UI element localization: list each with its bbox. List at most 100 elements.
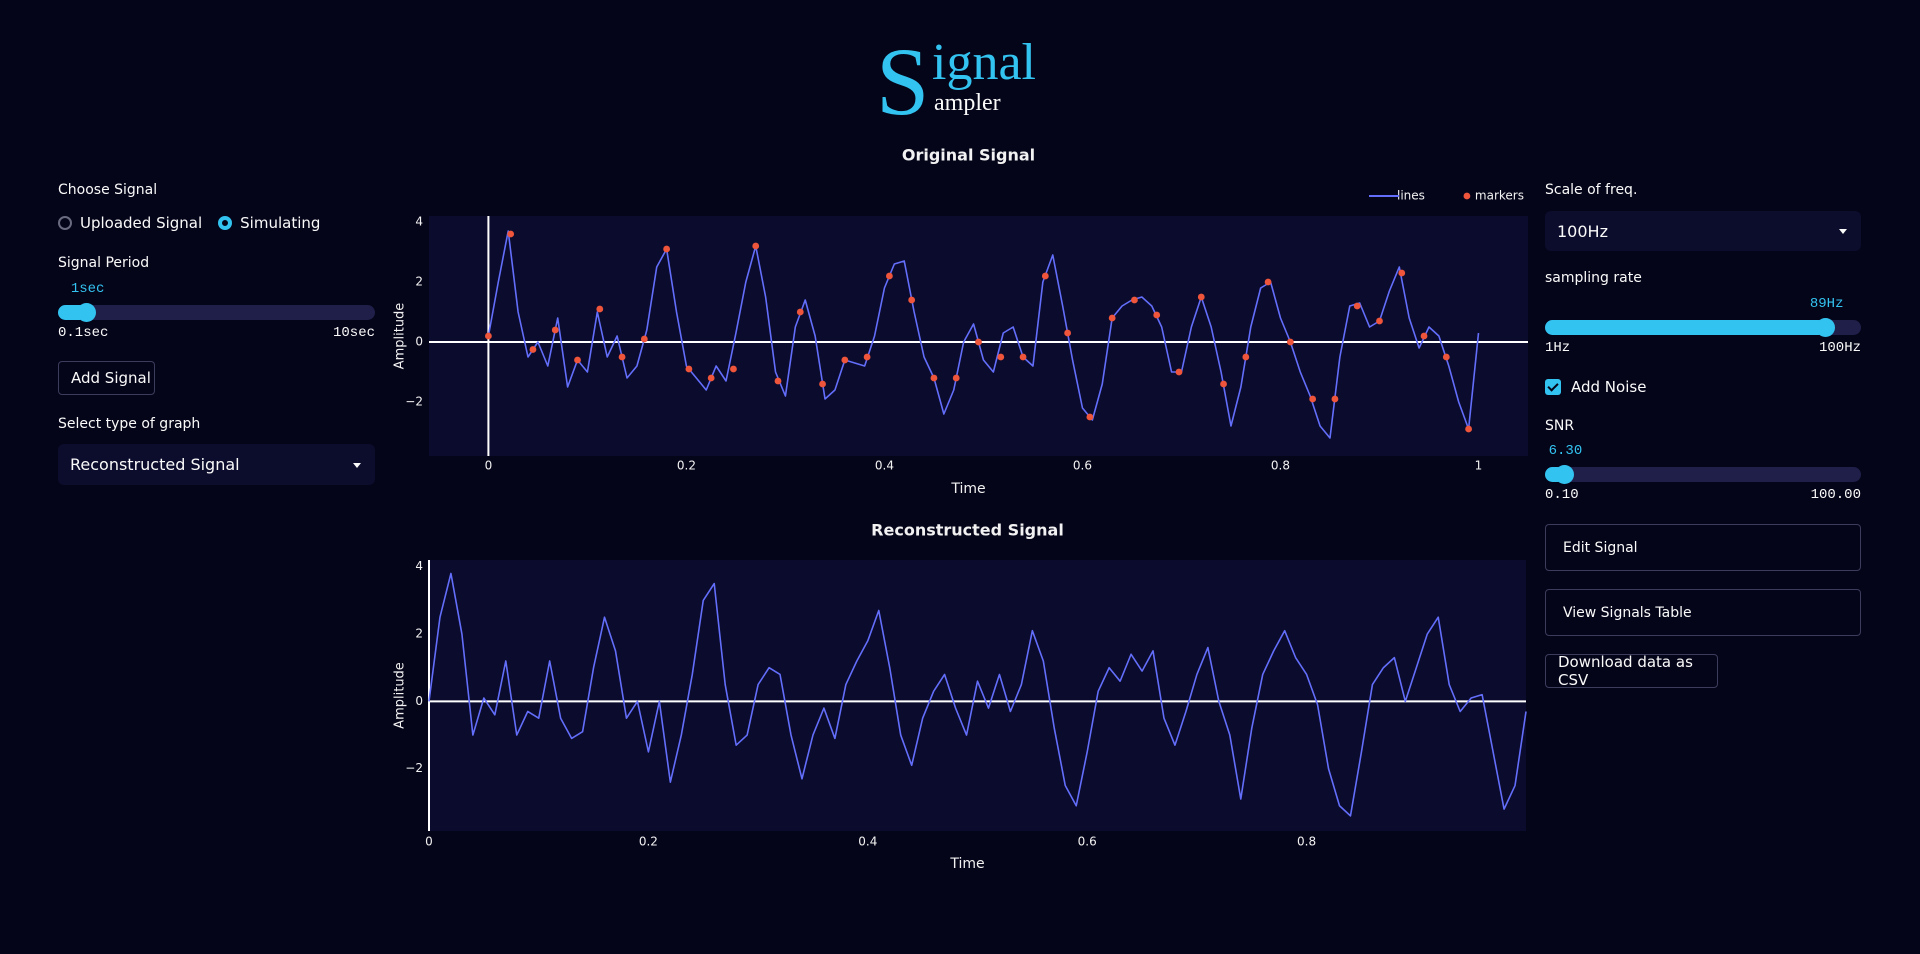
marker — [841, 356, 849, 364]
marker — [707, 374, 715, 382]
slider-max: 100.00 — [1810, 487, 1861, 503]
marker — [1286, 338, 1294, 346]
marker — [574, 356, 581, 364]
checkbox[interactable] — [1545, 379, 1561, 395]
radio-dot[interactable] — [58, 216, 72, 230]
noise-label: Add Noise — [1571, 378, 1647, 396]
x-tick-label: 0.6 — [1073, 459, 1092, 473]
view-table-button[interactable]: View Signals Table — [1545, 589, 1861, 636]
marker — [1108, 314, 1116, 322]
logo-subtitle: ampler — [934, 90, 1001, 116]
marker — [1331, 395, 1339, 403]
sampling-rate-slider[interactable]: 89Hz 1Hz 100Hz — [1545, 296, 1861, 356]
signal-line — [487, 230, 1480, 439]
marker — [1041, 272, 1049, 280]
signal-choice-label: Choose Signal — [58, 182, 158, 198]
marker — [685, 365, 693, 373]
marker — [1465, 425, 1472, 433]
marker — [774, 377, 782, 385]
marker — [529, 346, 537, 353]
marker — [596, 305, 604, 313]
freq-scale-select[interactable]: 100Hz — [1545, 211, 1861, 251]
marker — [930, 374, 938, 382]
x-tick-label: 0.2 — [677, 459, 696, 473]
marker — [819, 380, 826, 388]
graph-type-label: Select type of graph — [58, 416, 201, 432]
marker — [1220, 380, 1227, 388]
radio-label: Uploaded Signal — [80, 214, 203, 232]
x-tick-label: 0 — [485, 459, 493, 473]
marker — [1131, 296, 1138, 304]
x-tick-label: 1 — [1475, 459, 1483, 473]
y-tick-label: 4 — [415, 215, 423, 229]
marker — [1175, 368, 1183, 376]
edit-signal-button[interactable]: Edit Signal — [1545, 524, 1861, 571]
period-slider[interactable]: 1sec 0.1sec 10sec — [58, 281, 375, 341]
y-axis-label: Amplitude — [393, 662, 408, 729]
marker — [551, 326, 559, 334]
marker — [863, 353, 871, 361]
plot-area — [429, 560, 1526, 831]
slider-thumb[interactable] — [1554, 465, 1574, 484]
legend-symbol — [1463, 192, 1471, 200]
legend-label: lines — [1397, 189, 1425, 203]
logo-title: ignal — [932, 34, 1036, 91]
marker — [1086, 413, 1094, 421]
graph-type-select[interactable]: Reconstructed Signal — [58, 444, 375, 485]
radio-option[interactable]: Uploaded Signal — [58, 214, 202, 232]
add-signal-button[interactable]: Add Signal — [58, 361, 155, 395]
marker — [1442, 353, 1450, 361]
marker — [507, 230, 515, 238]
download-button[interactable]: Download data as CSV — [1545, 653, 1718, 689]
slider-max: 10sec — [332, 325, 375, 341]
x-axis-label: Time — [949, 856, 984, 872]
y-axis-label: Amplitude — [393, 303, 408, 370]
y-tick-label: 2 — [415, 275, 423, 289]
slider-fill — [1545, 320, 1826, 335]
radio-option[interactable]: Simulating — [218, 214, 320, 232]
legend-label: markers — [1475, 189, 1524, 203]
noise-checkbox[interactable]: Add Noise — [1545, 378, 1646, 396]
marker — [1420, 332, 1428, 340]
slider-value: 6.30 — [1548, 443, 1583, 459]
marker — [618, 353, 626, 361]
snr-slider[interactable]: 6.30 0.10 100.00 — [1545, 443, 1861, 503]
x-tick-label: 0.6 — [1078, 835, 1097, 849]
y-tick-label: −2 — [405, 395, 423, 409]
chart-title: Reconstructed Signal — [871, 521, 1064, 540]
logo-initial: S — [876, 28, 929, 135]
slider-min: 1Hz — [1545, 340, 1571, 356]
chart-title: Original Signal — [902, 146, 1035, 165]
marker — [1376, 317, 1383, 325]
marker — [997, 353, 1005, 361]
slider-min: 0.10 — [1545, 487, 1579, 503]
marker — [952, 374, 960, 382]
slider-min: 0.1sec — [58, 325, 109, 341]
marker — [975, 338, 982, 346]
marker — [908, 296, 916, 304]
marker — [663, 245, 671, 253]
signal-choice: Uploaded Signal Simulating — [58, 214, 336, 232]
slider-thumb[interactable] — [76, 303, 96, 322]
marker — [1064, 329, 1072, 337]
marker — [752, 242, 760, 250]
freq-scale-label: Scale of freq. — [1545, 182, 1638, 198]
plot-area — [429, 216, 1528, 456]
radio-dot[interactable] — [218, 216, 233, 230]
x-tick-label: 0 — [425, 835, 433, 849]
x-tick-label: 0.8 — [1297, 835, 1316, 849]
marker — [640, 335, 648, 343]
marker — [1353, 302, 1361, 310]
x-tick-label: 0.2 — [639, 835, 658, 849]
x-tick-label: 0.4 — [858, 835, 877, 849]
marker — [1309, 395, 1317, 403]
y-tick-label: 4 — [415, 559, 423, 573]
slider-thumb[interactable] — [1815, 318, 1835, 337]
slider-value: 89Hz — [1809, 296, 1844, 312]
y-tick-label: −2 — [405, 761, 423, 775]
x-tick-label: 0.8 — [1271, 459, 1290, 473]
slider-value: 1sec — [70, 281, 105, 297]
slider-max: 100Hz — [1818, 340, 1861, 356]
